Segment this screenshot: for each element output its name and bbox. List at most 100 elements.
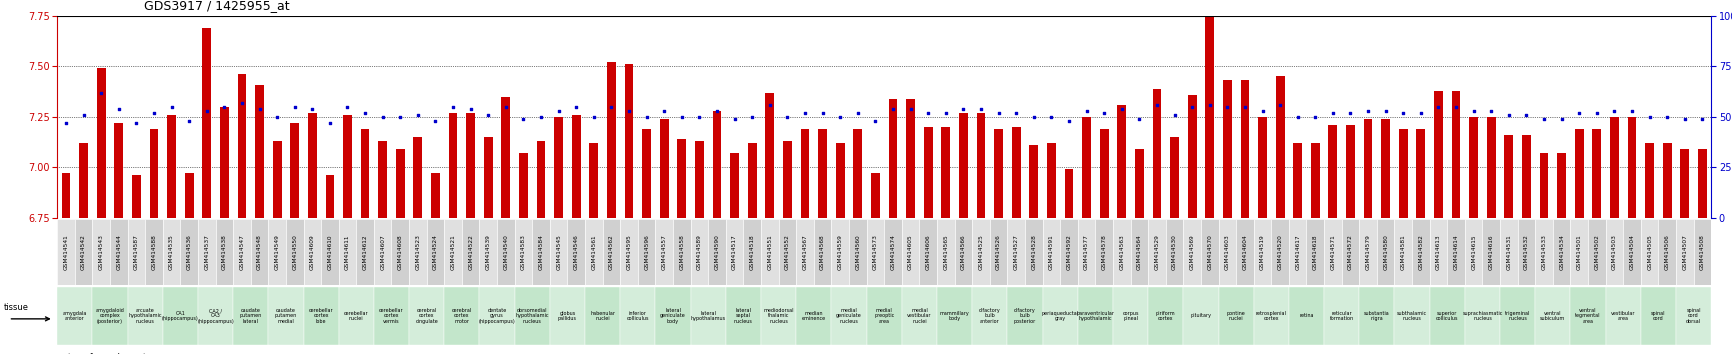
Bar <box>1535 287 1571 345</box>
Text: GSM414534: GSM414534 <box>1559 234 1564 270</box>
Bar <box>797 287 831 345</box>
Point <box>1337 110 1365 116</box>
Point <box>1495 112 1522 118</box>
Point <box>1072 108 1100 114</box>
Text: GSM414540: GSM414540 <box>504 234 509 270</box>
Point <box>281 104 308 110</box>
Text: ventral
tegmental
area: ventral tegmental area <box>1576 308 1600 324</box>
Text: GSM414558: GSM414558 <box>679 234 684 270</box>
Point <box>1108 106 1136 112</box>
Point <box>1477 108 1505 114</box>
Text: superior
colliculus: superior colliculus <box>1436 311 1458 321</box>
Text: GSM414592: GSM414592 <box>1067 234 1072 270</box>
Point <box>509 116 537 122</box>
Bar <box>1148 219 1166 285</box>
Bar <box>1623 219 1640 285</box>
Text: lateral
geniculate
body: lateral geniculate body <box>660 308 686 324</box>
Point <box>774 114 802 120</box>
Point <box>1089 110 1117 116</box>
Text: GSM414530: GSM414530 <box>1173 234 1178 270</box>
Text: GSM414547: GSM414547 <box>239 234 244 270</box>
Bar <box>272 141 282 218</box>
Text: GSM414544: GSM414544 <box>116 234 121 270</box>
Text: GSM414613: GSM414613 <box>1436 234 1441 270</box>
Point <box>966 106 994 112</box>
Point <box>826 114 854 120</box>
Point <box>158 104 185 110</box>
Bar <box>954 219 972 285</box>
Bar <box>625 64 634 218</box>
Bar <box>1131 219 1148 285</box>
Text: GSM414563: GSM414563 <box>1119 234 1124 270</box>
Bar <box>502 97 511 218</box>
Bar <box>1346 125 1354 218</box>
Bar <box>1554 219 1571 285</box>
Bar <box>303 219 320 285</box>
Point <box>1283 114 1311 120</box>
Bar <box>1677 287 1711 345</box>
Bar <box>1082 117 1091 218</box>
Bar <box>854 129 863 218</box>
Text: piriform
cortex: piriform cortex <box>1155 311 1176 321</box>
Text: GSM414546: GSM414546 <box>573 234 578 270</box>
Bar <box>1486 117 1496 218</box>
Bar <box>960 113 968 218</box>
Point <box>1406 110 1434 116</box>
Bar <box>1294 143 1302 218</box>
Text: GSM414582: GSM414582 <box>1419 234 1424 270</box>
Bar <box>374 287 409 345</box>
Text: GSM414596: GSM414596 <box>644 234 650 270</box>
Bar <box>920 219 937 285</box>
Bar <box>783 141 792 218</box>
Text: GSM414612: GSM414612 <box>362 234 367 270</box>
Point <box>1671 116 1699 122</box>
Text: cerebellar
cortex
lobe: cerebellar cortex lobe <box>308 308 334 324</box>
Point <box>1566 110 1593 116</box>
Bar <box>1628 117 1637 218</box>
Bar <box>426 219 445 285</box>
Bar <box>1200 219 1219 285</box>
Text: GSM414529: GSM414529 <box>1155 234 1159 270</box>
Text: spinal
cord: spinal cord <box>1651 311 1666 321</box>
Bar <box>972 219 989 285</box>
Bar <box>902 287 937 345</box>
Text: GSM414537: GSM414537 <box>204 234 210 270</box>
Bar <box>466 113 475 218</box>
Bar <box>414 137 423 218</box>
Point <box>1635 114 1663 120</box>
Bar <box>977 113 986 218</box>
Bar <box>674 219 691 285</box>
Bar <box>268 219 286 285</box>
Text: periaqueductal
gray: periaqueductal gray <box>1041 311 1079 321</box>
Point <box>1231 104 1259 110</box>
Bar <box>391 219 409 285</box>
Point <box>1654 114 1682 120</box>
Text: GSM414617: GSM414617 <box>1296 234 1301 270</box>
Text: GSM414578: GSM414578 <box>1102 234 1107 270</box>
Point <box>669 114 696 120</box>
Point <box>721 116 748 122</box>
Bar <box>1152 88 1162 218</box>
Text: corpus
pineal: corpus pineal <box>1122 311 1138 321</box>
Bar <box>480 287 514 345</box>
Point <box>440 104 468 110</box>
Text: GSM414560: GSM414560 <box>856 234 861 270</box>
Bar <box>1306 219 1323 285</box>
Bar <box>1289 219 1306 285</box>
Point <box>897 106 925 112</box>
Bar <box>1377 219 1394 285</box>
Text: mediodorsal
thalamic
nucleus: mediodorsal thalamic nucleus <box>764 308 793 324</box>
Text: median
eminence: median eminence <box>802 311 826 321</box>
Bar <box>145 219 163 285</box>
Bar <box>497 219 514 285</box>
Text: CA2 /
CA3
(hippocampus): CA2 / CA3 (hippocampus) <box>197 308 234 324</box>
Bar <box>1077 219 1095 285</box>
Bar <box>268 287 303 345</box>
Bar <box>708 219 726 285</box>
Bar <box>215 219 234 285</box>
Bar <box>1114 287 1148 345</box>
Bar <box>1219 219 1237 285</box>
Bar <box>1522 135 1531 218</box>
Bar <box>397 149 405 218</box>
Point <box>315 120 343 126</box>
